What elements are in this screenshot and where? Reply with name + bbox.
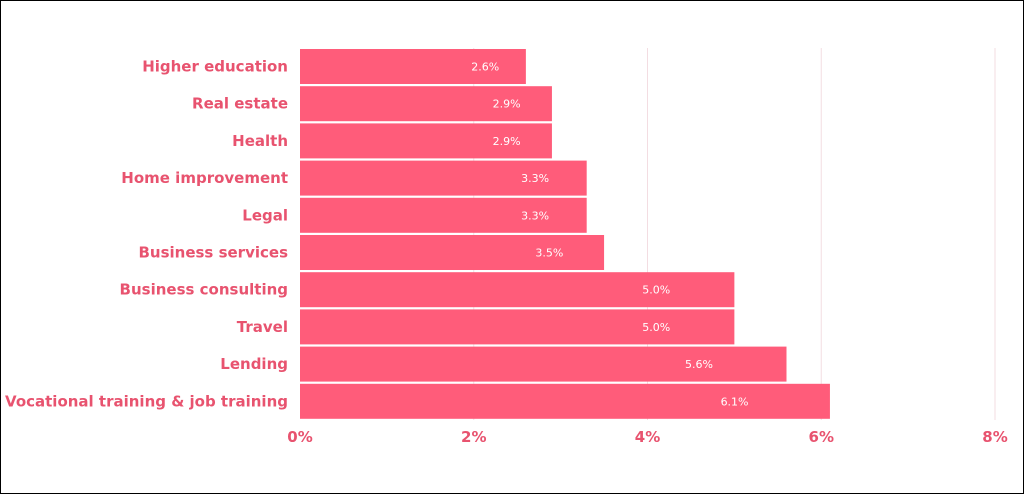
bar	[300, 197, 587, 233]
category-label: Legal	[242, 206, 288, 224]
bar	[300, 346, 787, 382]
bar	[300, 235, 605, 270]
value-label: 2.9%	[493, 98, 521, 111]
value-label: 6.1%	[721, 395, 749, 408]
x-tick-label: 8%	[982, 428, 1007, 446]
bar	[300, 309, 735, 345]
bar	[300, 272, 735, 308]
category-label: Health	[232, 132, 288, 150]
bar	[300, 123, 552, 159]
category-label: Vocational training & job training	[5, 392, 288, 410]
category-label: Business services	[138, 244, 288, 262]
value-label: 3.3%	[521, 209, 549, 222]
value-label: 2.9%	[493, 135, 521, 148]
x-tick-label: 0%	[287, 428, 312, 446]
category-label-layer: Higher education Real estate Health Home im…	[5, 58, 288, 411]
value-label: 3.5%	[535, 247, 563, 260]
category-label: Travel	[237, 318, 288, 336]
bar	[300, 86, 552, 122]
value-label: 5.0%	[642, 321, 670, 334]
x-tick-label-layer: 0% 2% 4% 6% 8%	[287, 428, 1007, 446]
bar-layer	[300, 49, 830, 419]
value-label: 3.3%	[521, 172, 549, 185]
value-label: 5.6%	[685, 358, 713, 371]
value-label-layer: 2.6% 2.9% 2.9% 3.3% 3.3% 3.5% 5.0% 5.0% 5.6% 6.1%	[471, 61, 748, 409]
bar	[300, 49, 526, 84]
category-label: Lending	[220, 355, 288, 373]
category-label: Business consulting	[120, 281, 288, 299]
bar	[300, 383, 830, 419]
value-label: 5.0%	[642, 284, 670, 297]
x-tick-label: 6%	[809, 428, 834, 446]
x-tick-label: 2%	[461, 428, 486, 446]
x-tick-label: 4%	[635, 428, 660, 446]
category-label: Higher education	[142, 58, 288, 76]
bar	[300, 160, 587, 196]
category-label: Real estate	[192, 95, 288, 113]
value-label: 2.6%	[471, 61, 499, 74]
category-label: Home improvement	[121, 169, 288, 187]
